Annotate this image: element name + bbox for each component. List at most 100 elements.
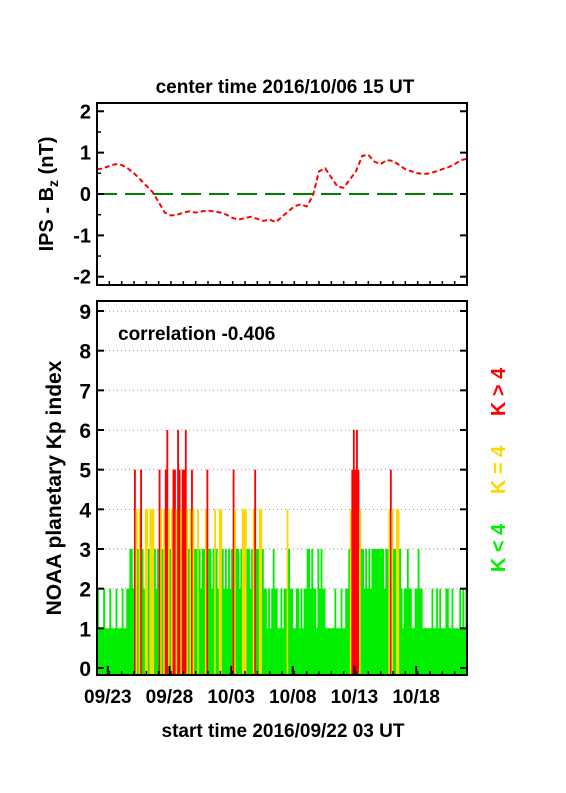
kp-bar <box>246 549 249 675</box>
kp-bar <box>166 430 169 675</box>
kp-y-ticks: 9 8 7 6 5 4 3 2 1 0 <box>79 301 467 681</box>
kp-bar <box>434 628 437 675</box>
kp-bar <box>430 628 432 675</box>
kp-bar <box>224 549 227 675</box>
kp-bar <box>394 549 397 675</box>
kp-bar <box>135 509 138 675</box>
kp-bar <box>192 509 195 675</box>
kp-bar <box>306 549 309 675</box>
kp-x-ticks: 09/23 09/28 10/03 10/08 10/13 10/18 <box>84 666 456 708</box>
kp-bar <box>266 628 269 675</box>
kp-bar <box>120 628 122 675</box>
kp-bar <box>181 469 184 675</box>
kp-bar <box>337 628 340 675</box>
kp-bar <box>357 469 360 675</box>
kp-bar <box>121 588 124 675</box>
kp-bar <box>354 469 357 675</box>
kp-bar <box>280 588 283 675</box>
kp-bar <box>141 549 144 675</box>
kp-bar <box>342 628 344 675</box>
kp-bar <box>268 588 270 675</box>
kp-bar <box>374 549 377 675</box>
kp-bar <box>238 588 241 675</box>
kp-bar <box>439 588 442 675</box>
kp-bar <box>134 469 136 675</box>
kp-bar <box>446 588 449 675</box>
kp-bar <box>265 588 267 675</box>
kp-bar <box>187 549 190 675</box>
kp-bar <box>295 588 298 675</box>
kp-bar <box>343 628 346 675</box>
kp-bar <box>252 509 255 675</box>
kp-bar <box>368 549 371 675</box>
kp-bar <box>457 628 460 675</box>
kp-bar <box>300 588 303 675</box>
kp-x-tick-label: 09/28 <box>146 687 194 708</box>
kp-bar <box>349 509 352 675</box>
kp-bar <box>272 549 275 675</box>
kp-bar <box>351 469 354 675</box>
kp-bar <box>359 509 361 675</box>
kp-bar <box>195 549 198 675</box>
kp-bar <box>445 588 448 675</box>
kp-bar <box>129 549 132 675</box>
kp-bar <box>138 509 141 675</box>
kp-bar <box>335 628 338 675</box>
kp-bar <box>422 628 425 675</box>
kp-bar <box>235 549 238 675</box>
kp-panel-frame <box>96 300 468 676</box>
kp-bar <box>254 469 257 675</box>
kp-bar <box>220 509 223 675</box>
kp-bar <box>237 549 240 675</box>
kp-bar <box>369 588 372 675</box>
kp-bar <box>126 588 129 675</box>
kp-bar <box>107 628 110 675</box>
kp-bar <box>117 628 119 675</box>
kp-bar <box>221 549 224 675</box>
kp-bar <box>231 549 233 675</box>
kp-bar <box>214 509 217 675</box>
kp-bar <box>160 509 163 675</box>
kp-bar <box>189 509 192 675</box>
kp-bar <box>274 588 277 675</box>
kp-bar <box>248 549 250 675</box>
kp-bar <box>389 469 392 675</box>
kp-bar <box>323 588 326 675</box>
kp-bar <box>155 588 158 675</box>
kp-bar <box>269 628 272 675</box>
kp-bar <box>157 549 159 675</box>
kp-bar <box>260 509 263 675</box>
kp-bar <box>382 549 385 675</box>
kp-bar <box>115 588 118 675</box>
bz-y-ticks: 2 1 0 -1 -2 <box>73 101 467 289</box>
kp-bar <box>146 509 149 675</box>
kp-bar <box>288 549 291 675</box>
kp-bar <box>144 509 147 675</box>
kp-bar <box>175 509 178 675</box>
kp-bar <box>234 509 237 675</box>
kp-legend-entry: K > 4 <box>488 367 510 416</box>
kp-bar <box>411 628 414 675</box>
kp-bar <box>127 588 130 675</box>
kp-bar <box>339 628 341 675</box>
bz-series <box>96 153 468 224</box>
kp-bar <box>331 628 334 675</box>
kp-bar <box>275 588 278 675</box>
kp-y-tick-label: 8 <box>79 341 91 364</box>
kp-bar <box>386 549 389 675</box>
kp-bar <box>158 469 161 675</box>
kp-bar <box>420 588 423 675</box>
kp-bar <box>106 628 109 675</box>
kp-bar <box>442 628 445 675</box>
kp-bar <box>140 469 143 675</box>
kp-bar <box>311 549 314 675</box>
bz-y-axis-label: IPS - Bz (nT) <box>36 137 61 252</box>
kp-bar <box>285 588 287 675</box>
bz-y-tick-label: 1 <box>80 143 91 165</box>
kp-bar <box>150 509 153 675</box>
kp-bar <box>348 549 351 675</box>
kp-bar <box>319 588 321 675</box>
kp-y-axis-label: NOAA planetary Kp index <box>43 360 66 615</box>
kp-bar <box>340 588 343 675</box>
kp-bar <box>152 509 155 675</box>
